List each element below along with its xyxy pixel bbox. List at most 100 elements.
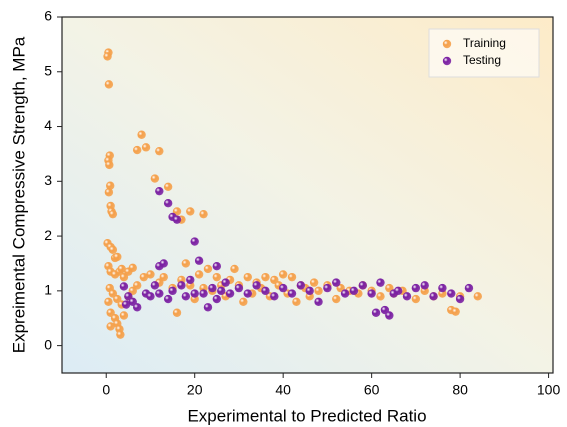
y-tick-label: 0	[44, 336, 52, 352]
point	[208, 283, 217, 293]
point	[108, 245, 118, 254]
point	[393, 286, 403, 296]
point	[270, 292, 279, 301]
point	[119, 282, 129, 291]
point	[186, 207, 195, 216]
y-tick-label: 1	[44, 282, 52, 298]
point	[155, 186, 164, 196]
x-tick-label: 100	[537, 382, 561, 398]
y-tick-label: 4	[44, 117, 52, 133]
point	[181, 259, 191, 268]
point	[104, 188, 114, 197]
point	[172, 215, 182, 224]
point	[292, 297, 301, 306]
point	[217, 286, 226, 296]
y-tick-label: 3	[44, 172, 52, 188]
point	[287, 272, 297, 282]
point	[261, 286, 270, 296]
point	[252, 281, 261, 290]
point	[150, 281, 160, 290]
legend-label: Training	[463, 36, 506, 50]
point	[323, 283, 332, 293]
point	[190, 237, 199, 246]
x-axis-title: Experimental to Predicted Ratio	[187, 406, 426, 425]
point	[455, 294, 465, 304]
point	[243, 289, 252, 298]
point	[132, 281, 142, 290]
point	[358, 281, 367, 290]
point	[340, 289, 350, 298]
legend: Training Testing	[428, 28, 540, 78]
y-tick-label: 6	[44, 8, 52, 24]
point	[132, 145, 142, 155]
point	[106, 181, 115, 190]
point	[385, 311, 394, 320]
point	[278, 283, 288, 293]
x-tick-label: 0	[102, 382, 110, 398]
point	[159, 272, 168, 282]
point	[181, 292, 191, 301]
point	[221, 278, 230, 287]
x-tick-label: 40	[275, 382, 291, 398]
point	[194, 270, 204, 279]
point	[371, 308, 381, 317]
point	[309, 278, 319, 287]
point	[155, 146, 164, 156]
point	[103, 52, 112, 61]
point	[447, 289, 456, 298]
point	[473, 292, 483, 301]
point	[261, 272, 270, 282]
point	[104, 80, 114, 89]
point	[159, 259, 168, 268]
point	[168, 286, 177, 296]
point	[108, 209, 118, 219]
point	[117, 264, 126, 274]
point	[287, 289, 297, 298]
point	[305, 286, 314, 296]
point	[278, 270, 288, 279]
point	[199, 289, 208, 298]
point	[212, 262, 222, 271]
point	[113, 252, 122, 262]
point	[429, 292, 438, 301]
point	[376, 292, 385, 301]
point	[177, 281, 186, 290]
point	[190, 289, 199, 298]
point	[105, 160, 114, 170]
point	[376, 278, 385, 287]
point	[146, 292, 155, 301]
point	[203, 303, 213, 312]
point	[239, 297, 248, 306]
legend-marker	[442, 56, 452, 66]
point	[411, 294, 421, 304]
point	[420, 281, 429, 290]
legend-label: Testing	[463, 53, 501, 67]
point	[332, 278, 341, 287]
point	[121, 300, 131, 309]
point	[199, 209, 208, 219]
point	[146, 270, 155, 279]
point	[243, 272, 252, 282]
point	[349, 286, 359, 296]
point	[172, 308, 182, 317]
point	[411, 283, 421, 293]
point	[296, 281, 306, 290]
point	[116, 330, 125, 339]
point	[402, 292, 412, 301]
point	[104, 297, 113, 306]
point	[186, 275, 195, 285]
point	[150, 174, 160, 183]
point	[314, 297, 323, 306]
x-tick-label: 20	[187, 382, 203, 398]
point	[203, 264, 213, 274]
point	[234, 283, 244, 293]
point	[137, 130, 146, 139]
y-tick-label: 2	[44, 227, 52, 243]
point	[464, 283, 474, 293]
point	[141, 143, 151, 152]
point	[139, 272, 149, 282]
point	[155, 289, 164, 298]
legend-marker	[442, 39, 452, 49]
